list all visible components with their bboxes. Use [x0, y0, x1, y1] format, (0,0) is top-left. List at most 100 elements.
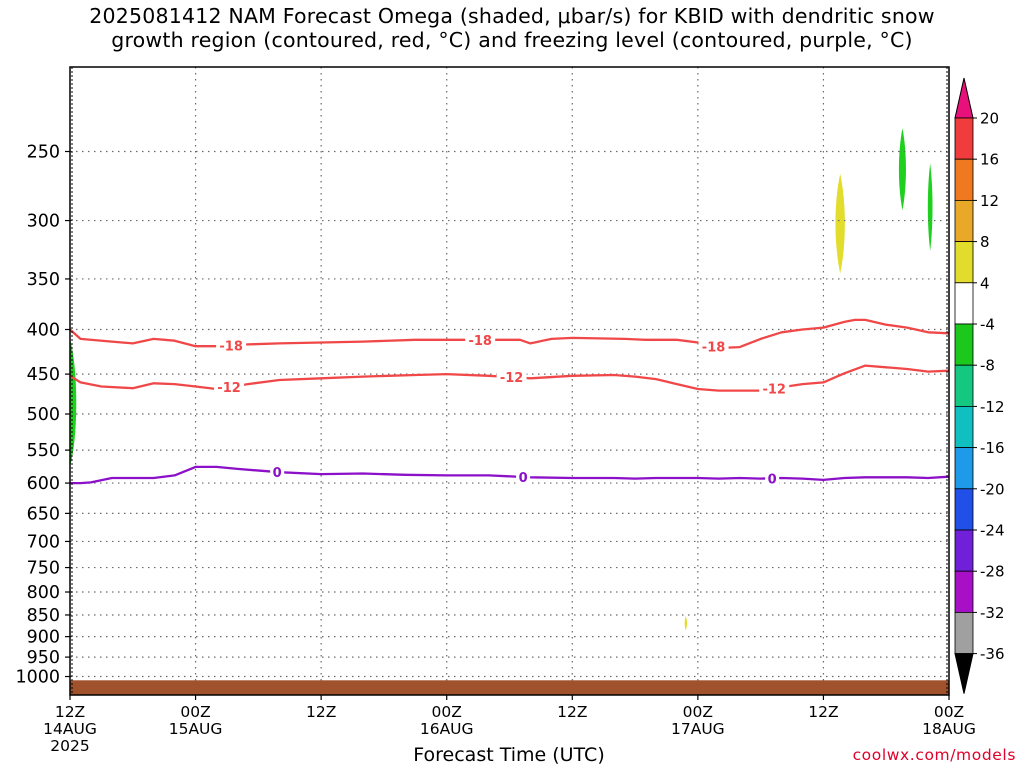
contour-label-background	[765, 471, 780, 486]
colorbar-tick-label: -12	[980, 398, 1005, 416]
y-tick-label: 700	[27, 532, 60, 552]
x-tick-label: 00Z	[180, 703, 210, 721]
colorbar-bin	[954, 529, 974, 572]
colorbar-bin	[954, 117, 974, 160]
contour-label: 0	[273, 466, 282, 481]
colorbar-bin	[954, 282, 974, 325]
contour-label-background	[270, 465, 285, 480]
x-tick-label: 15AUG	[169, 720, 223, 738]
colorbar-tick-label: -28	[980, 563, 1005, 581]
colorbar-bin	[954, 405, 974, 448]
colorbar-bin	[954, 158, 974, 201]
y-tick-label: 400	[27, 321, 60, 341]
colorbar-tick-label: -36	[980, 645, 1005, 663]
y-tick-label: 1000	[15, 668, 60, 688]
y-tick-label: 300	[27, 212, 60, 232]
x-tick-label: 00Z	[683, 703, 713, 721]
x-tick-label: 12Z	[306, 703, 336, 721]
chart-title: 2025081412 NAM Forecast Omega (shaded, μ…	[0, 4, 1024, 52]
contour-label-background	[465, 332, 496, 347]
contour-line	[69, 318, 950, 350]
contour-label: -12	[217, 381, 241, 396]
colorbar-tick-label: -20	[980, 480, 1005, 498]
omega-shaded-area	[927, 163, 933, 251]
y-tick-label: 600	[27, 474, 60, 494]
x-tick-label: 16AUG	[420, 720, 474, 738]
colorbar-tick-label: -4	[980, 316, 995, 334]
credit-link[interactable]: coolwx.com/models	[852, 746, 1016, 764]
x-axis-label: Forecast Time (UTC)	[413, 744, 605, 766]
y-tick-label: 500	[27, 405, 60, 425]
ground-layer	[70, 680, 949, 695]
contour-label-background	[516, 470, 531, 485]
omega-shaded-area	[684, 616, 688, 631]
x-tick-label: 00Z	[432, 703, 462, 721]
colorbar-tick-label: 12	[980, 192, 999, 210]
contour-label-layer: -18 -18 -18 -12 -12 -12 0 0 0	[214, 332, 790, 487]
x-tick-label: 14AUG	[43, 720, 97, 738]
contour-label: -12	[762, 382, 786, 397]
contour-label: -18	[702, 341, 726, 356]
contour-line	[70, 465, 950, 485]
x-tick-label: 12Z	[55, 703, 85, 721]
axis-layer: 2503003504004505005506006507007508008509…	[15, 66, 976, 755]
omega-shading-layer	[70, 128, 933, 631]
colorbar-over-triangle	[954, 77, 974, 119]
colorbar-bin	[954, 447, 974, 490]
colorbar-tick-label: 8	[980, 233, 990, 251]
colorbar-tick-label: -32	[980, 604, 1005, 622]
ground-band	[70, 680, 949, 695]
colorbar-bin	[954, 323, 974, 366]
contour-label: -12	[500, 371, 524, 386]
colorbar-bin	[954, 241, 974, 284]
contour-label-background	[214, 380, 245, 395]
y-tick-label: 250	[27, 143, 60, 163]
colorbar-tick-label: 20	[980, 110, 999, 128]
colorbar-under-triangle	[954, 653, 974, 694]
y-tick-label: 450	[27, 365, 60, 385]
chart-title-line-2: growth region (contoured, red, °C) and f…	[111, 28, 913, 52]
contour-label: -18	[468, 334, 492, 349]
omega-shaded-area	[898, 128, 906, 211]
chart-title-line-1: 2025081412 NAM Forecast Omega (shaded, μ…	[89, 4, 935, 28]
contour-label-background	[496, 370, 527, 385]
colorbar-bin	[954, 488, 974, 531]
y-tick-label: 550	[27, 441, 60, 461]
plot-frame	[69, 66, 950, 696]
contour-label-background	[698, 339, 729, 354]
omega-shaded-area	[835, 173, 845, 274]
y-tick-label: 800	[27, 583, 60, 603]
x-tick-label: 18AUG	[922, 720, 976, 738]
colorbar-bin	[954, 199, 974, 242]
contour-label: 0	[768, 472, 777, 487]
contour-line	[69, 364, 950, 392]
colorbar-bin	[954, 612, 974, 655]
colorbar-tick-label: 16	[980, 151, 999, 169]
x-tick-label: 00Z	[934, 703, 964, 721]
colorbar-tick-label: -8	[980, 357, 995, 375]
y-tick-label: 350	[27, 270, 60, 290]
x-tick-label: 12Z	[557, 703, 587, 721]
x-tick-label: 17AUG	[671, 720, 725, 738]
contour-label: -18	[219, 339, 243, 354]
y-tick-label: 650	[27, 504, 60, 524]
contour-label-background	[216, 338, 247, 353]
omega-shaded-area	[70, 338, 77, 467]
colorbar-bin	[954, 364, 974, 407]
colorbar-tick-label: 4	[980, 274, 990, 292]
y-tick-label: 850	[27, 606, 60, 626]
grid-layer	[70, 67, 949, 695]
contour-layer	[69, 318, 950, 485]
colorbar-tick-label: -24	[980, 522, 1005, 540]
x-tick-label: 2025	[50, 737, 89, 755]
y-tick-label: 900	[27, 628, 60, 648]
y-tick-label: 750	[27, 559, 60, 579]
x-tick-label: 12Z	[808, 703, 838, 721]
colorbar-bin	[954, 570, 974, 613]
colorbar-tick-label: -16	[980, 439, 1005, 457]
y-tick-label: 950	[27, 648, 60, 668]
contour-label: 0	[519, 471, 528, 486]
colorbar-legend: 20 16 12 8 4 -4 -8 -12 -16 -20 -24 -28 -32 -36	[954, 77, 1005, 694]
contour-label-background	[759, 381, 790, 396]
